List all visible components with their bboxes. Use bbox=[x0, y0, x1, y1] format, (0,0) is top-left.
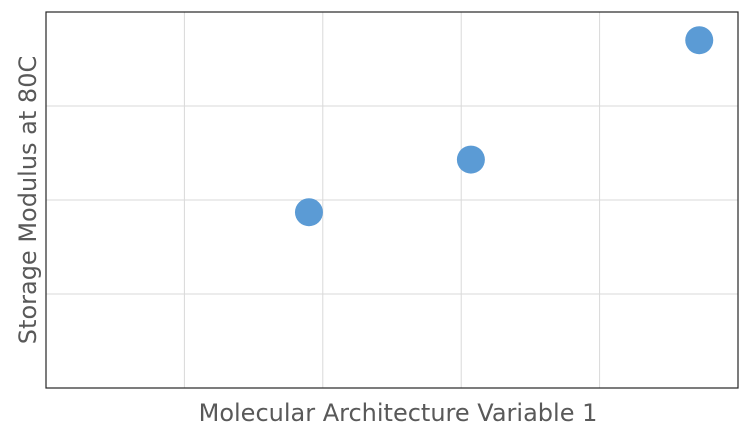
data-point bbox=[294, 198, 323, 227]
data-point bbox=[456, 145, 485, 174]
y-axis-label: Storage Modulus at 80C bbox=[14, 56, 42, 344]
x-axis-label: Molecular Architecture Variable 1 bbox=[199, 399, 598, 426]
grid-lines bbox=[46, 12, 738, 388]
plot-area bbox=[45, 11, 739, 389]
data-point bbox=[685, 26, 714, 55]
data-points bbox=[294, 26, 714, 227]
